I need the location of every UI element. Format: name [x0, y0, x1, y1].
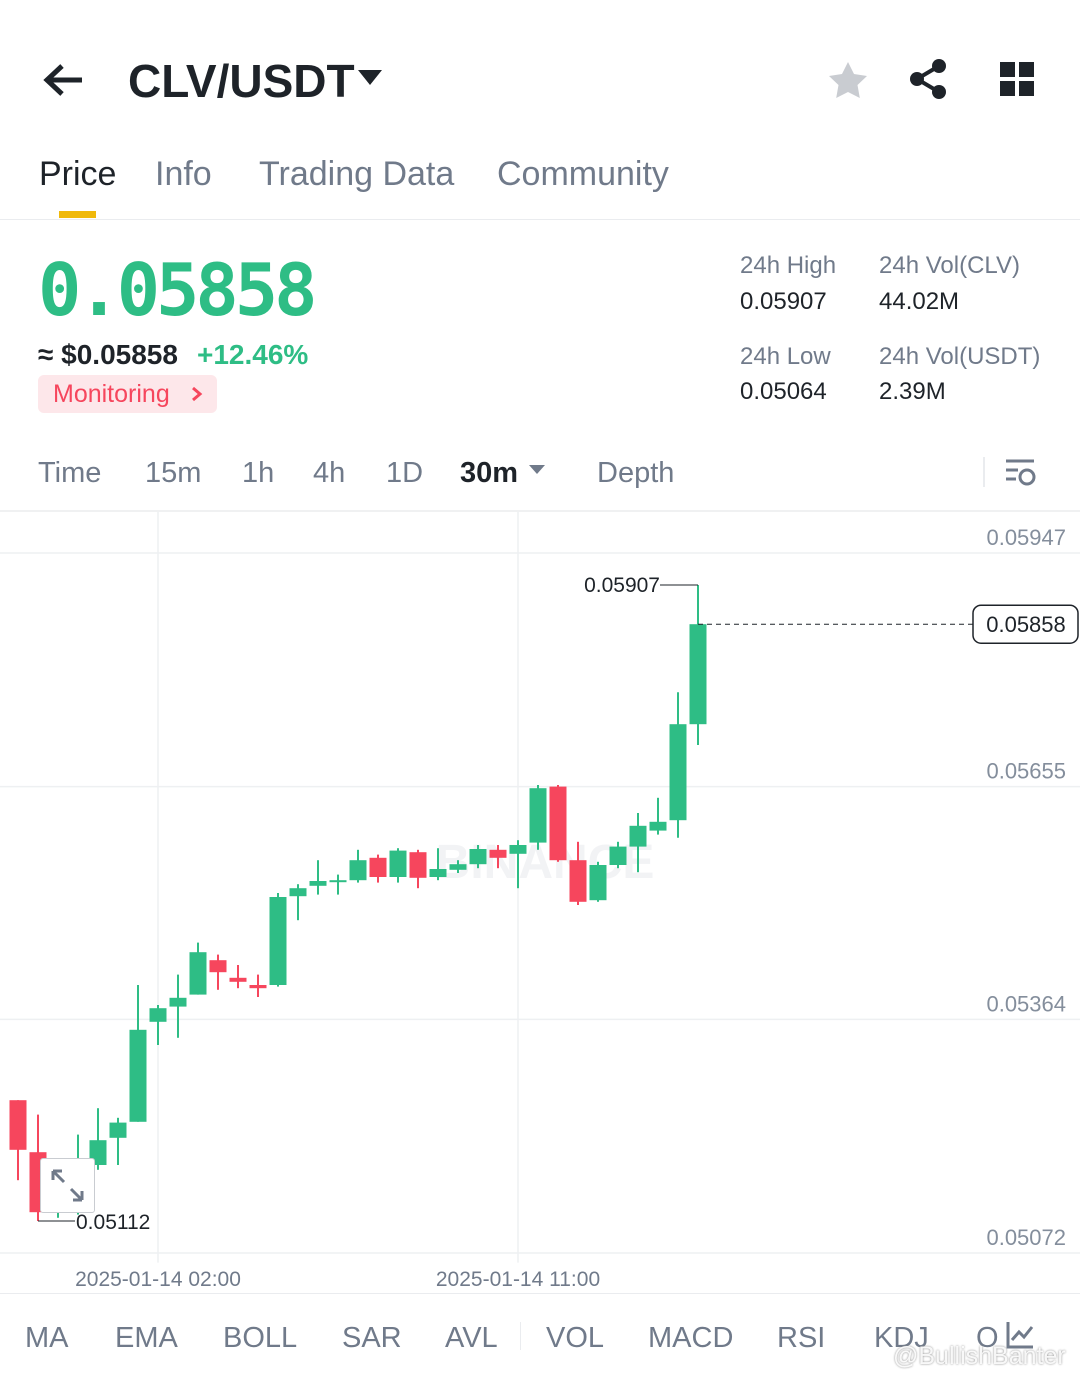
indicator[interactable]: KDJ [874, 1322, 929, 1354]
candle-body [189, 952, 207, 995]
indicator[interactable]: SAR [342, 1322, 402, 1354]
candle-body [549, 786, 567, 861]
candle-body [349, 860, 367, 881]
y-tick-label: 0.05364 [986, 991, 1066, 1016]
divider [0, 219, 1080, 220]
candle-body [369, 857, 387, 877]
last-price-label: 0.05858 [986, 612, 1066, 637]
interval[interactable]: 4h [313, 457, 346, 489]
indicator[interactable]: RSI [777, 1322, 826, 1354]
monitoring-badge[interactable] [38, 375, 217, 413]
tab[interactable]: Community [497, 155, 669, 193]
dropdown-icon[interactable] [528, 464, 546, 476]
candle-body [289, 888, 307, 897]
indicator[interactable]: VOL [546, 1322, 605, 1354]
low-label: 0.05112 [76, 1211, 150, 1234]
tab-indicator [59, 211, 96, 218]
candle-body [529, 788, 547, 843]
interval-active[interactable]: 30m [460, 457, 519, 489]
candle-body [469, 849, 487, 865]
candle-body [9, 1100, 27, 1150]
monitoring-label[interactable]: Monitoring [53, 380, 170, 408]
pair-title[interactable]: CLV/USDT [128, 55, 355, 107]
share-icon[interactable] [908, 58, 950, 100]
indicator[interactable]: O [976, 1322, 999, 1354]
tab-active[interactable]: Price [39, 155, 117, 193]
candle-body [409, 852, 427, 878]
high-label: 0.05907 [584, 574, 660, 597]
candle-body [169, 997, 187, 1007]
indicator[interactable]: BOLL [223, 1322, 298, 1354]
price-change: +12.46% [197, 339, 309, 370]
x-tick-label: 2025-01-14 11:00 [436, 1268, 600, 1291]
interval[interactable]: Depth [597, 457, 675, 489]
candle-body [629, 825, 647, 847]
candle-body [569, 860, 587, 902]
chart-icon[interactable] [1005, 1320, 1035, 1350]
candle-body [389, 850, 407, 877]
tab[interactable]: Info [155, 155, 212, 193]
y-tick-label: 0.05655 [986, 759, 1066, 784]
indicator[interactable]: AVL [445, 1322, 498, 1354]
y-tick-label: 0.05947 [986, 525, 1066, 550]
candle-body [309, 881, 327, 886]
candle-body [649, 821, 667, 831]
x-tick-label: 2025-01-14 02:00 [75, 1268, 241, 1291]
settings-icon[interactable] [1004, 458, 1038, 488]
interval[interactable]: 1h [242, 457, 275, 489]
candle-body [669, 724, 687, 821]
candle-body [249, 985, 267, 989]
candle-body [129, 1029, 147, 1122]
divider [520, 1322, 521, 1350]
interval[interactable]: 1D [386, 457, 424, 489]
candle-body [589, 865, 607, 901]
last-price-box [972, 604, 1079, 644]
candle-body [109, 1122, 127, 1138]
stat-value: 44.02M [879, 288, 960, 315]
candle-body [449, 864, 467, 870]
candle-body [229, 977, 247, 982]
indicator[interactable]: MA [25, 1322, 69, 1354]
candle-body [209, 960, 227, 973]
stat-label: 24h Low [740, 343, 831, 370]
menu-icon[interactable] [1000, 62, 1036, 98]
indicator[interactable]: EMA [115, 1322, 178, 1354]
watermark: @BullishBanter [893, 1342, 1066, 1370]
dropdown-icon[interactable] [356, 68, 384, 88]
divider [0, 510, 1080, 512]
chevron [192, 386, 203, 402]
back-button[interactable] [40, 60, 86, 100]
y-tick-label: 0.05072 [986, 1225, 1066, 1250]
candle-body [489, 849, 507, 858]
expand-button[interactable] [40, 1158, 95, 1213]
stat-label: 24h Vol(CLV) [879, 252, 1020, 279]
indicator[interactable]: MACD [648, 1322, 734, 1354]
candle-body [329, 880, 347, 883]
stat-label: 24h Vol(USDT) [879, 343, 1041, 370]
favorite-icon[interactable] [827, 60, 869, 100]
interval[interactable]: 15m [145, 457, 202, 489]
stat-value: 2.39M [879, 378, 946, 405]
candle-body [689, 624, 707, 725]
stat-value: 0.05907 [740, 288, 827, 315]
stat-value: 0.05064 [740, 378, 827, 405]
candle-body [609, 846, 627, 865]
interval[interactable]: Time [38, 457, 102, 489]
divider [0, 1293, 1080, 1294]
tab[interactable]: Trading Data [259, 155, 455, 193]
candle-body [509, 845, 527, 854]
divider [983, 457, 985, 487]
candle-body [429, 869, 447, 877]
last-price: 0.05858 [38, 248, 317, 332]
usd-price: ≈ $0.05858 [38, 339, 178, 370]
candle-body [269, 897, 287, 985]
stat-label: 24h High [740, 252, 837, 279]
expand-icon [51, 1169, 84, 1202]
candle-body [149, 1008, 167, 1022]
